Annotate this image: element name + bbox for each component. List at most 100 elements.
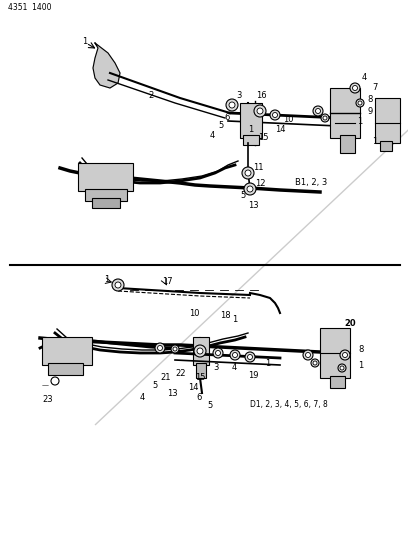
Circle shape [242, 167, 254, 179]
Circle shape [340, 366, 344, 370]
Text: B1, 2, 3: B1, 2, 3 [295, 179, 327, 188]
Text: 1: 1 [232, 316, 237, 325]
Text: 3: 3 [213, 364, 218, 373]
Text: 15: 15 [258, 133, 268, 142]
Bar [320, 328, 350, 378]
Circle shape [273, 112, 277, 117]
Text: 12: 12 [255, 179, 266, 188]
Bar [243, 135, 259, 145]
Circle shape [356, 99, 364, 107]
Circle shape [254, 105, 266, 117]
Circle shape [194, 345, 206, 357]
Circle shape [115, 282, 121, 288]
Circle shape [197, 348, 203, 354]
Circle shape [270, 110, 280, 120]
Text: —: — [42, 382, 49, 388]
Circle shape [338, 364, 346, 372]
Circle shape [313, 361, 317, 365]
Text: 1: 1 [358, 361, 363, 370]
Circle shape [112, 279, 124, 291]
Circle shape [247, 186, 253, 192]
Bar [330, 376, 345, 388]
Text: 20: 20 [344, 319, 356, 327]
Circle shape [340, 350, 350, 360]
Circle shape [51, 377, 59, 385]
Circle shape [350, 83, 360, 93]
Circle shape [233, 352, 237, 358]
Text: 5: 5 [240, 190, 245, 199]
Text: 18: 18 [220, 311, 231, 319]
Bar [240, 103, 262, 138]
Circle shape [303, 350, 313, 360]
Circle shape [306, 352, 310, 358]
Circle shape [323, 116, 327, 120]
Text: 1: 1 [248, 125, 253, 134]
Circle shape [213, 348, 223, 358]
Text: 15: 15 [195, 374, 206, 383]
Circle shape [245, 170, 251, 176]
Text: 4: 4 [140, 393, 145, 402]
Text: 2: 2 [148, 91, 153, 100]
Text: 13: 13 [167, 389, 177, 398]
Text: 1: 1 [357, 117, 362, 125]
Text: 19: 19 [248, 370, 259, 379]
Circle shape [358, 101, 362, 105]
Text: 4: 4 [362, 74, 367, 83]
Circle shape [155, 343, 165, 353]
Bar [42, 337, 92, 365]
Text: 1: 1 [82, 36, 87, 45]
Polygon shape [95, 53, 408, 425]
Circle shape [313, 106, 323, 116]
Text: 23: 23 [42, 395, 53, 405]
Bar [330, 88, 360, 138]
Text: 13: 13 [248, 200, 259, 209]
Text: 6: 6 [196, 393, 202, 402]
Text: 17: 17 [162, 277, 173, 286]
Circle shape [229, 102, 235, 108]
Bar [92, 198, 120, 208]
Bar [196, 363, 206, 378]
Circle shape [248, 354, 253, 359]
Text: D1, 2, 3, 4, 5, 6, 7, 8: D1, 2, 3, 4, 5, 6, 7, 8 [250, 400, 328, 409]
Bar [48, 363, 83, 375]
Text: 6: 6 [224, 114, 229, 123]
Text: 10: 10 [283, 116, 293, 125]
Text: 22: 22 [175, 368, 186, 377]
Circle shape [244, 183, 256, 195]
Text: 9: 9 [367, 107, 372, 116]
Text: 21: 21 [160, 374, 171, 383]
Text: 4: 4 [210, 132, 215, 141]
Text: 5: 5 [218, 122, 223, 131]
Text: 4: 4 [232, 364, 237, 373]
Text: 10: 10 [189, 309, 200, 318]
Circle shape [230, 350, 240, 360]
Bar [375, 98, 400, 143]
Circle shape [353, 85, 357, 91]
Circle shape [311, 359, 319, 367]
Polygon shape [93, 43, 120, 88]
Text: 5: 5 [207, 400, 212, 409]
Text: 1: 1 [104, 276, 109, 285]
Bar [78, 163, 133, 191]
Bar [340, 135, 355, 153]
Text: 14: 14 [275, 125, 286, 134]
Circle shape [226, 99, 238, 111]
Circle shape [245, 352, 255, 362]
Text: 4351  1400: 4351 1400 [8, 4, 51, 12]
Circle shape [173, 347, 177, 351]
Bar [193, 337, 209, 365]
Circle shape [171, 345, 179, 353]
Text: 8: 8 [358, 345, 364, 354]
Circle shape [257, 108, 263, 114]
Text: 8: 8 [367, 95, 373, 104]
Text: 11: 11 [253, 164, 264, 173]
Circle shape [321, 114, 329, 122]
Circle shape [215, 351, 220, 356]
Bar [380, 141, 392, 151]
Text: 1: 1 [265, 359, 270, 367]
Text: 1: 1 [372, 136, 377, 146]
Text: 14: 14 [188, 384, 199, 392]
Circle shape [157, 345, 162, 351]
Circle shape [315, 109, 321, 114]
Text: 3: 3 [236, 91, 242, 100]
